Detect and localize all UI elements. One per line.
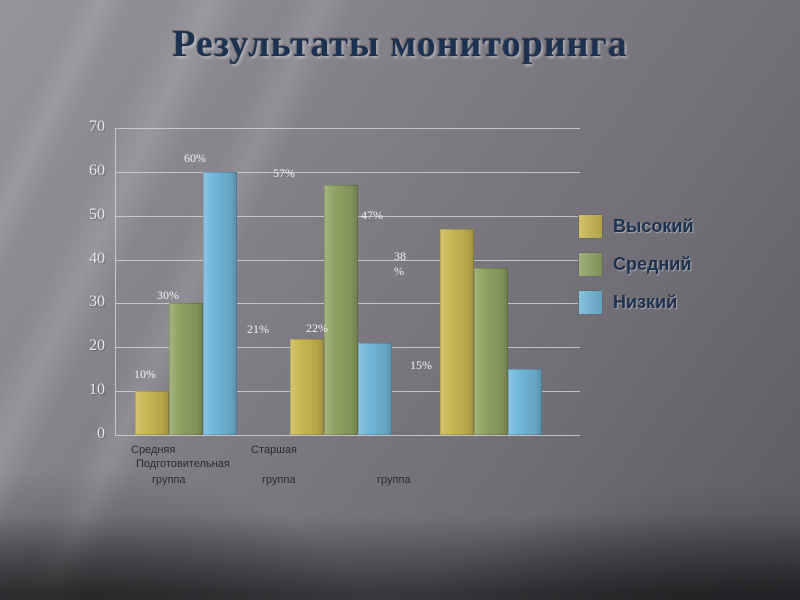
x-axis-label: Подготовительная: [136, 458, 230, 470]
bar-value-label: 15%: [410, 358, 432, 372]
bar-value-label: 38 %: [394, 249, 406, 278]
bar-value-label: 60%: [184, 151, 206, 165]
bar: [169, 303, 203, 435]
y-axis-tick-label: 10: [89, 381, 105, 399]
bar-value-label: 22%: [306, 321, 328, 335]
y-axis-tick-label: 40: [89, 249, 105, 267]
legend-swatch-icon: [578, 252, 603, 277]
x-axis-label: группа: [262, 474, 296, 486]
legend-label: Средний: [613, 254, 692, 274]
x-axis-label: Средняя: [131, 444, 176, 456]
bar-value-label: 47%: [361, 208, 383, 222]
legend-item: Высокий: [578, 214, 694, 239]
gridline: [115, 435, 580, 436]
bar: [290, 339, 324, 435]
chart-legend: Высокий Средний Низкий: [578, 214, 694, 328]
legend-item: Средний: [578, 252, 694, 277]
bar: [440, 229, 474, 435]
bar: [203, 172, 237, 435]
bar: [358, 343, 392, 435]
y-axis-tick-label: 70: [89, 118, 105, 135]
x-axis-label: группа: [152, 474, 186, 486]
gridline: [115, 171, 580, 173]
legend-swatch-icon: [578, 214, 603, 239]
legend-label: Высокий: [613, 216, 694, 236]
bar: [324, 185, 358, 435]
legend-item: Низкий: [578, 290, 694, 315]
x-axis-label: группа: [377, 474, 411, 486]
y-axis-tick-label: 0: [97, 425, 105, 442]
bar: [474, 268, 508, 435]
slide-title: Результаты мониторинга: [172, 23, 628, 65]
gridline: [115, 128, 580, 129]
y-axis-tick-label: 20: [89, 337, 105, 355]
legend-label: Низкий: [613, 292, 678, 312]
y-axis-tick-label: 30: [89, 293, 105, 311]
y-axis-tick-label: 60: [89, 161, 105, 179]
bar-value-label: 30%: [157, 288, 179, 302]
bar-value-label: 57%: [273, 166, 295, 180]
bar-value-label: 10%: [134, 367, 156, 381]
x-axis-label: Старшая: [251, 444, 297, 456]
bar: [135, 391, 169, 435]
bar-value-label: 21%: [247, 322, 269, 336]
y-axis-line: [115, 128, 116, 435]
bar: [508, 369, 542, 435]
y-axis-tick-label: 50: [89, 205, 105, 223]
legend-swatch-icon: [578, 290, 603, 315]
